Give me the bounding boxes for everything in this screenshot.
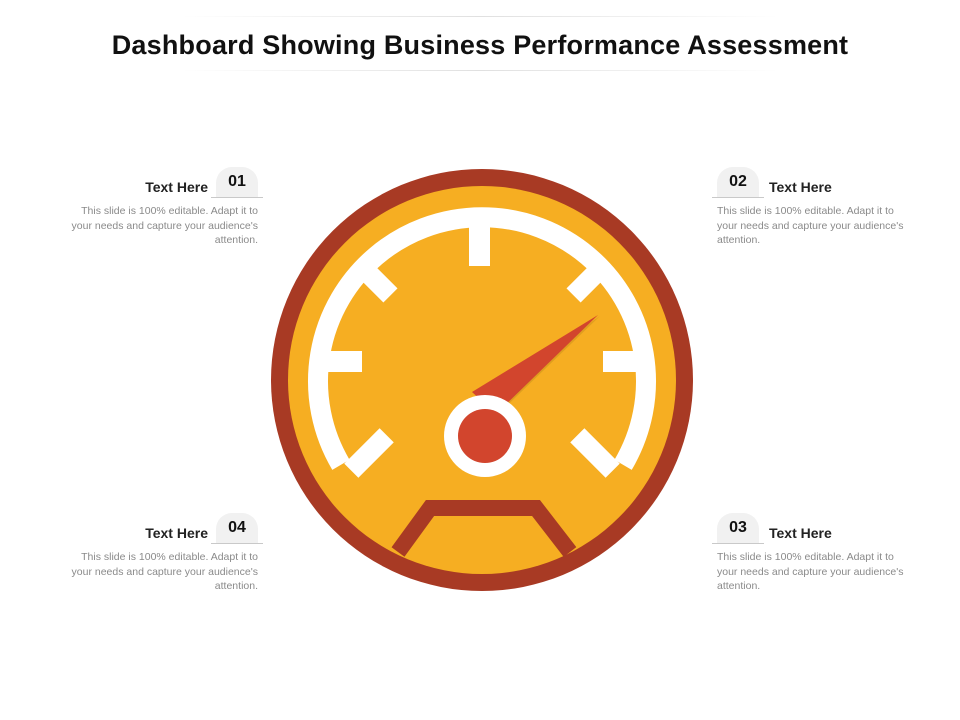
gauge-needle — [472, 315, 598, 414]
callout-heading: Text Here — [145, 179, 208, 195]
callout-description: This slide is 100% editable. Adapt it to… — [71, 551, 258, 592]
gauge-tick — [566, 261, 608, 303]
gauge-tick — [356, 261, 398, 303]
gauge-hub — [458, 409, 512, 463]
callout-heading: Text Here — [769, 525, 832, 541]
callout-description: This slide is 100% editable. Adapt it to… — [71, 205, 258, 246]
callout-description: This slide is 100% editable. Adapt it to… — [717, 205, 904, 246]
number-badge: 01 — [216, 167, 258, 197]
callout-heading: Text Here — [145, 525, 208, 541]
number-badge: 04 — [216, 513, 258, 543]
number-badge: 02 — [717, 167, 759, 197]
gauge-tick — [469, 224, 490, 266]
badge-underline — [712, 543, 764, 544]
gauge-ticks — [324, 224, 641, 478]
badge-underline — [211, 543, 263, 544]
gauge-tick — [603, 351, 641, 372]
badge-underline — [211, 197, 263, 198]
callout-heading: Text Here — [769, 179, 832, 195]
callout-description: This slide is 100% editable. Adapt it to… — [717, 551, 904, 592]
number-badge: 03 — [717, 513, 759, 543]
title-divider-bottom — [180, 70, 780, 71]
gauge-tick — [324, 351, 362, 372]
title-divider-top — [180, 16, 780, 17]
gauge-dial-arc — [308, 207, 656, 470]
badge-underline — [712, 197, 764, 198]
gauge-display-frame — [391, 500, 577, 557]
gauge-tick — [570, 428, 620, 478]
gauge-tick — [344, 428, 394, 478]
speedometer-icon — [271, 169, 693, 591]
page-title: Dashboard Showing Business Performance A… — [111, 30, 849, 60]
